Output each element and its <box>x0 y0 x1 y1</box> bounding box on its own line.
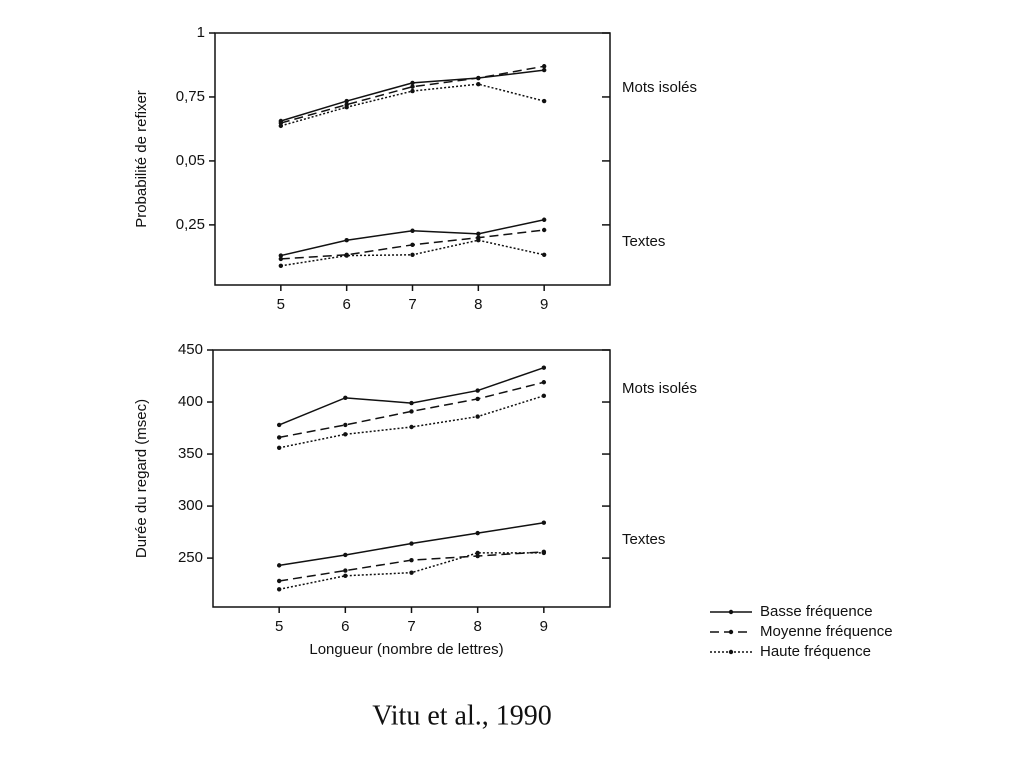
point <box>541 520 547 525</box>
point <box>409 424 414 430</box>
x-tick-label: 7 <box>408 296 416 313</box>
point <box>410 252 415 258</box>
plot-frame <box>214 32 611 286</box>
point <box>343 573 348 578</box>
legend-label: Haute fréquence <box>760 643 871 660</box>
x-tick-label: 6 <box>342 296 350 313</box>
point <box>344 238 349 243</box>
point <box>410 80 415 86</box>
y-tick-label: 0,75 <box>176 88 205 105</box>
point <box>541 217 547 222</box>
group-label: Mots isolés <box>622 79 697 96</box>
point <box>475 396 480 402</box>
legend-point <box>728 609 734 615</box>
point <box>475 388 480 393</box>
point <box>276 587 282 592</box>
legend-label: Basse fréquence <box>760 603 873 620</box>
point <box>343 395 348 401</box>
point <box>409 400 414 406</box>
y-tick-label: 400 <box>178 393 203 410</box>
x-tick-label: 8 <box>474 296 482 313</box>
point <box>343 422 348 428</box>
series-line <box>280 69 545 122</box>
point <box>541 67 547 73</box>
point <box>276 578 282 584</box>
x-tick-label: 9 <box>540 296 548 313</box>
x-axis-label: Longueur (nombre de lettres) <box>309 641 503 658</box>
point <box>410 84 415 89</box>
point <box>475 553 480 559</box>
point <box>541 64 547 69</box>
x-tick-label: 5 <box>277 296 285 313</box>
point <box>278 123 284 129</box>
series-line <box>278 366 545 426</box>
series-line <box>280 65 545 124</box>
y-axis-label: Probabilité de refixer <box>133 90 150 228</box>
series-line <box>279 395 545 449</box>
point <box>476 81 481 87</box>
point <box>278 256 284 262</box>
point <box>541 550 547 556</box>
point <box>278 263 284 269</box>
y-tick-label: 350 <box>178 445 203 462</box>
x-tick-label: 5 <box>275 618 283 635</box>
caption: Vitu et al., 1990 <box>372 700 552 731</box>
point <box>409 409 414 414</box>
point <box>476 238 481 243</box>
point <box>344 104 349 110</box>
point <box>343 432 348 437</box>
point <box>343 568 348 573</box>
point <box>276 445 282 451</box>
point <box>541 252 547 258</box>
point <box>409 557 414 563</box>
legend-point <box>728 649 734 655</box>
series-line <box>279 551 544 582</box>
legend-point <box>728 629 734 635</box>
y-tick-label: 1 <box>197 24 205 41</box>
point <box>410 242 415 248</box>
group-label: Mots isolés <box>622 380 697 397</box>
point <box>410 228 415 233</box>
point <box>475 414 480 419</box>
x-tick-label: 7 <box>407 618 415 635</box>
point <box>278 253 284 258</box>
x-tick-label: 8 <box>473 618 481 635</box>
point <box>541 380 547 385</box>
point <box>276 563 282 568</box>
point <box>410 88 415 94</box>
y-axis-label: Durée du regard (msec) <box>133 399 150 558</box>
point <box>344 98 349 104</box>
point <box>475 530 480 536</box>
y-tick-label: 300 <box>178 497 203 514</box>
point <box>541 393 547 398</box>
x-tick-label: 6 <box>341 618 349 635</box>
point <box>276 435 282 440</box>
y-tick-label: 250 <box>178 549 203 566</box>
legend-label: Moyenne fréquence <box>760 623 893 640</box>
series-line <box>280 219 545 257</box>
plot-frame <box>212 349 611 608</box>
y-tick-label: 0,05 <box>176 152 205 169</box>
point <box>476 231 481 237</box>
group-label: Textes <box>622 233 665 250</box>
point <box>475 550 480 556</box>
point <box>344 253 349 258</box>
point <box>409 541 414 546</box>
point <box>541 98 547 104</box>
point <box>541 227 547 233</box>
y-tick-label: 450 <box>178 341 203 358</box>
point <box>541 365 547 370</box>
point <box>476 75 481 81</box>
x-tick-label: 9 <box>540 618 548 635</box>
y-tick-label: 0,25 <box>176 216 205 233</box>
group-label: Textes <box>622 531 665 548</box>
point <box>409 570 414 575</box>
point <box>276 422 282 428</box>
point <box>343 552 348 558</box>
